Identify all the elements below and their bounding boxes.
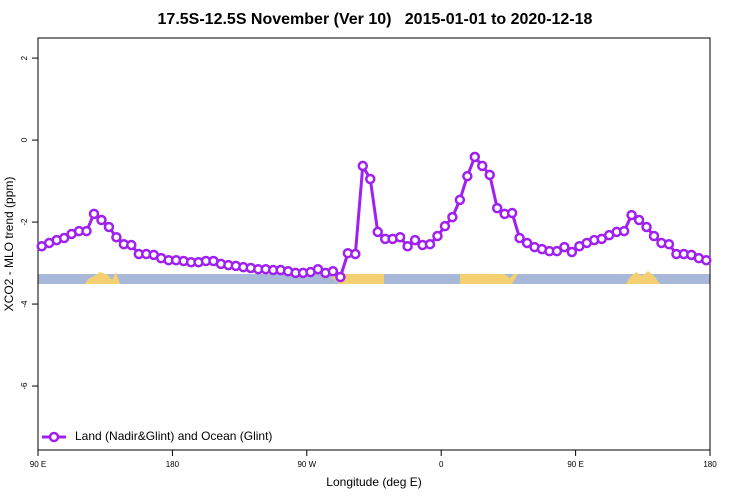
data-point bbox=[626, 209, 637, 221]
data-point bbox=[365, 173, 376, 185]
y-tick-label: -4 bbox=[20, 300, 29, 308]
y-tick-label: -6 bbox=[20, 382, 29, 390]
data-point bbox=[462, 170, 473, 182]
x-tick-label: 90 E bbox=[567, 460, 583, 469]
x-tick-label: 90 E bbox=[30, 460, 46, 469]
x-axis-label: Longitude (deg E) bbox=[326, 475, 421, 489]
data-point bbox=[103, 221, 115, 233]
y-tick-label: 0 bbox=[20, 137, 29, 142]
plot-frame bbox=[37, 37, 711, 451]
series-line bbox=[41, 153, 707, 280]
x-tick-label: 0 bbox=[439, 460, 444, 469]
data-point bbox=[111, 231, 122, 243]
data-point bbox=[81, 225, 92, 237]
data-point bbox=[402, 241, 413, 252]
data-point bbox=[514, 232, 525, 244]
data-point bbox=[521, 237, 533, 249]
data-point bbox=[484, 169, 495, 181]
data-point bbox=[432, 230, 443, 242]
x-tick-label: 90 W bbox=[297, 460, 316, 469]
data-point bbox=[424, 238, 436, 250]
x-tick-label: 180 bbox=[166, 460, 180, 469]
data-point bbox=[372, 226, 383, 238]
data-point bbox=[648, 230, 660, 242]
y-axis-label: XCO2 - MLO trend (ppm) bbox=[2, 177, 16, 312]
data-point bbox=[663, 238, 675, 250]
x-tick-label: 180 bbox=[703, 460, 717, 469]
data-point bbox=[506, 207, 518, 219]
chart-title: 17.5S-12.5S November (Ver 10) 2015-01-01… bbox=[158, 11, 593, 28]
data-point bbox=[447, 211, 458, 223]
data-point bbox=[633, 214, 645, 226]
land-ocean-strip bbox=[38, 271, 710, 284]
data-point bbox=[439, 220, 451, 232]
legend-marker bbox=[48, 431, 60, 443]
data-point bbox=[469, 151, 481, 163]
data-point bbox=[357, 160, 369, 172]
y-tick-label: -2 bbox=[20, 218, 29, 226]
data-point bbox=[58, 232, 70, 244]
data-point bbox=[394, 231, 406, 243]
y-tick-label: 2 bbox=[20, 55, 29, 60]
data-point bbox=[126, 239, 137, 251]
data-point bbox=[477, 160, 488, 172]
data-point bbox=[350, 248, 361, 260]
data-point bbox=[454, 194, 466, 206]
data-point bbox=[96, 214, 107, 226]
data-point bbox=[566, 246, 578, 258]
data-point bbox=[335, 271, 346, 283]
data-point bbox=[551, 245, 563, 257]
data-point bbox=[88, 208, 100, 220]
legend-label: Land (Nadir&Glint) and Ocean (Glint) bbox=[75, 429, 272, 443]
data-point bbox=[327, 266, 339, 277]
data-point bbox=[641, 221, 652, 233]
data-point bbox=[491, 202, 503, 214]
data-point bbox=[701, 254, 712, 266]
data-point bbox=[618, 225, 630, 237]
data-point bbox=[409, 234, 421, 246]
data-point bbox=[559, 241, 570, 253]
